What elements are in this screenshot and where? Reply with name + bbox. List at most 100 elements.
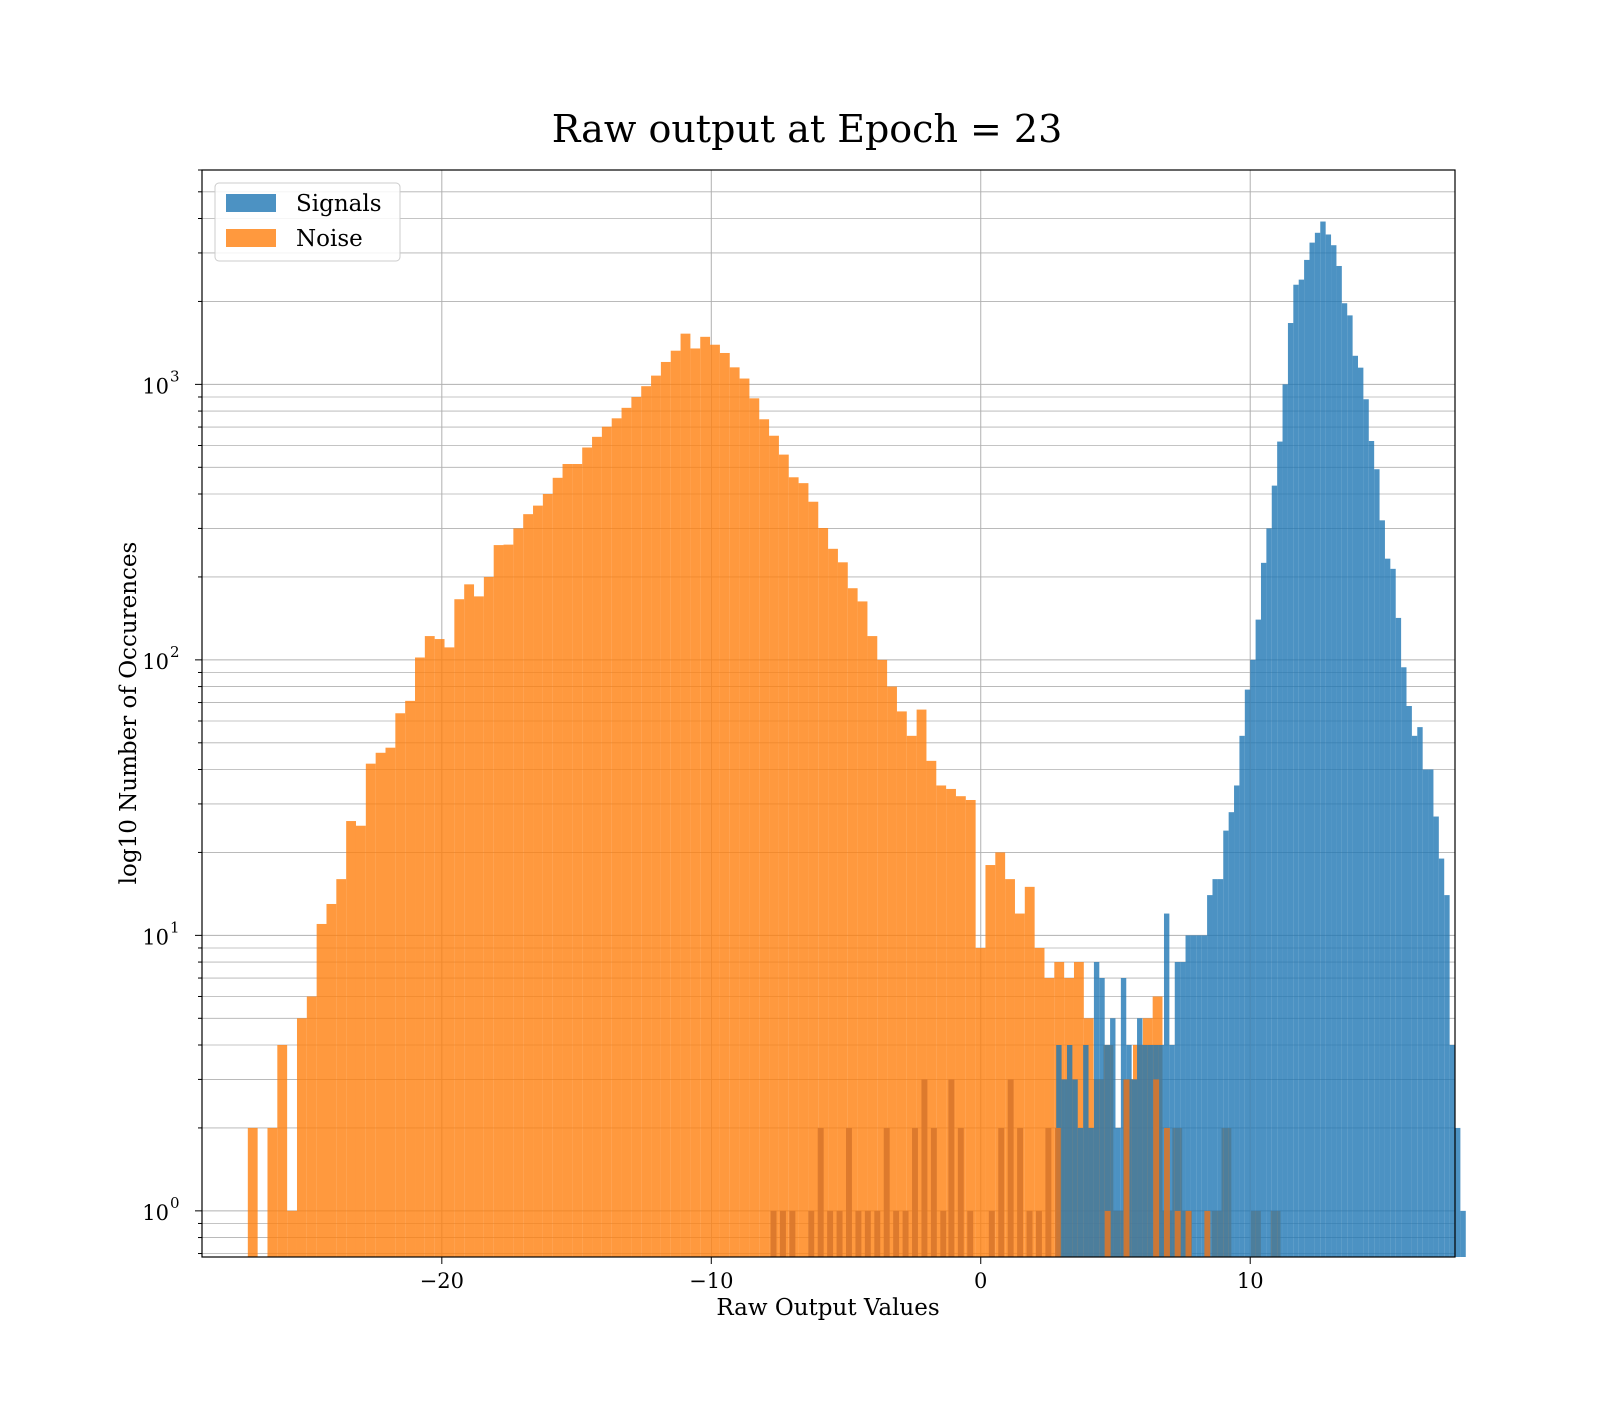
plot-frame xyxy=(201,169,1456,1258)
overlap-bar xyxy=(1026,1210,1033,1257)
overlap-bar xyxy=(998,1127,1005,1257)
legend: Signals Noise xyxy=(214,182,401,262)
overlap-bar xyxy=(988,1210,995,1257)
noise-bar xyxy=(316,923,327,1257)
noise-bar xyxy=(828,548,838,1257)
noise-bar xyxy=(995,852,1006,1257)
overlap-bars xyxy=(770,1079,1211,1257)
signal-bar xyxy=(1379,520,1385,1257)
noise-bar xyxy=(503,544,514,1257)
noise-bar xyxy=(867,636,878,1257)
overlap-bar xyxy=(789,1210,796,1257)
overlap-bar xyxy=(1017,1127,1024,1257)
signal-bar xyxy=(1163,913,1170,1257)
y-tick-label: 10 xyxy=(142,650,169,674)
signal-bar xyxy=(1196,935,1202,1257)
noise-bar xyxy=(1073,962,1084,1257)
signal-bar xyxy=(1142,1044,1148,1257)
noise-bar xyxy=(680,333,691,1257)
signal-bar xyxy=(1304,259,1310,1257)
noise-bar xyxy=(287,1210,297,1257)
signal-bar xyxy=(1390,568,1396,1257)
noise-bar xyxy=(985,865,996,1257)
signal-bar xyxy=(1347,315,1353,1257)
signal-bar xyxy=(1115,1127,1121,1257)
noise-bar xyxy=(1014,913,1025,1257)
noise-bar xyxy=(1024,886,1035,1257)
signal-bar xyxy=(1357,367,1364,1258)
overlap-bar xyxy=(1204,1210,1211,1257)
signal-bar xyxy=(1438,858,1445,1257)
noise-bar xyxy=(877,659,888,1257)
noise-bar xyxy=(464,584,475,1257)
noise-bar xyxy=(434,639,445,1257)
y-tick-label-exponent: 0 xyxy=(170,1194,180,1212)
y-tick-label-exponent: 2 xyxy=(170,643,180,661)
legend-swatch-signals xyxy=(226,194,276,212)
noise-bar xyxy=(572,464,583,1257)
signal-bar xyxy=(1309,242,1315,1258)
x-tick-label: −10 xyxy=(689,1269,733,1293)
overlap-bar xyxy=(1123,1079,1130,1257)
signal-bar xyxy=(1212,879,1218,1257)
signal-bar xyxy=(1088,1127,1094,1257)
x-tick-label: 0 xyxy=(974,1269,987,1293)
noise-bar xyxy=(769,435,779,1257)
signal-bar xyxy=(1293,284,1299,1258)
overlap-bar xyxy=(948,1079,955,1257)
noise-bar xyxy=(739,378,750,1257)
noise-bar xyxy=(710,344,720,1257)
y-tick-label-exponent: 3 xyxy=(170,367,180,385)
signal-bar xyxy=(1282,384,1288,1257)
noise-bar xyxy=(719,352,730,1257)
noise-bar xyxy=(1034,947,1045,1257)
y-tick-label: 10 xyxy=(142,925,169,949)
signal-bar xyxy=(1352,355,1358,1257)
noise-bar xyxy=(355,825,366,1257)
signal-bar xyxy=(1185,935,1191,1257)
overlap-bar xyxy=(1007,1079,1014,1257)
legend-label-noise: Noise xyxy=(296,226,363,252)
signal-bar xyxy=(1395,617,1402,1257)
noise-bar xyxy=(621,407,632,1257)
noise-bar xyxy=(267,1127,278,1257)
signal-bar xyxy=(1336,265,1342,1257)
signal-bar xyxy=(1061,1079,1067,1257)
noise-bar xyxy=(798,483,809,1258)
signal-bar xyxy=(1444,895,1450,1257)
signal-bar xyxy=(1255,619,1261,1257)
overlap-bar xyxy=(940,1210,947,1257)
noise-bar xyxy=(887,686,897,1257)
overlap-bar xyxy=(1185,1210,1192,1257)
noise-bar xyxy=(552,477,563,1257)
noise-bar xyxy=(808,501,819,1257)
noise-bar xyxy=(533,505,543,1257)
noise-bar xyxy=(405,700,416,1257)
signal-bar xyxy=(1260,562,1267,1257)
signal-bar xyxy=(1158,1044,1164,1257)
overlap-bar xyxy=(1163,1127,1170,1257)
signal-bar xyxy=(1250,659,1256,1257)
signal-bar xyxy=(1077,1127,1084,1257)
noise-bar xyxy=(660,361,671,1257)
noise-bar xyxy=(788,477,799,1258)
overlap-bar xyxy=(1035,1210,1042,1257)
signal-bar xyxy=(1374,469,1380,1257)
overlap-bar xyxy=(883,1127,890,1257)
signal-bar xyxy=(1244,689,1251,1257)
signal-bar xyxy=(1147,1044,1154,1257)
signal-bar xyxy=(1104,1044,1111,1257)
noise-bar xyxy=(474,596,484,1257)
noise-bar xyxy=(670,350,681,1257)
noise-bar xyxy=(365,763,376,1257)
x-tick-label: 10 xyxy=(1237,1269,1264,1293)
signal-bar xyxy=(1433,816,1439,1257)
noise-bar xyxy=(955,796,966,1257)
overlap-bar xyxy=(874,1210,881,1257)
overlap-bar xyxy=(912,1127,918,1257)
noise-bar xyxy=(523,514,534,1257)
signal-bar xyxy=(1422,769,1429,1257)
